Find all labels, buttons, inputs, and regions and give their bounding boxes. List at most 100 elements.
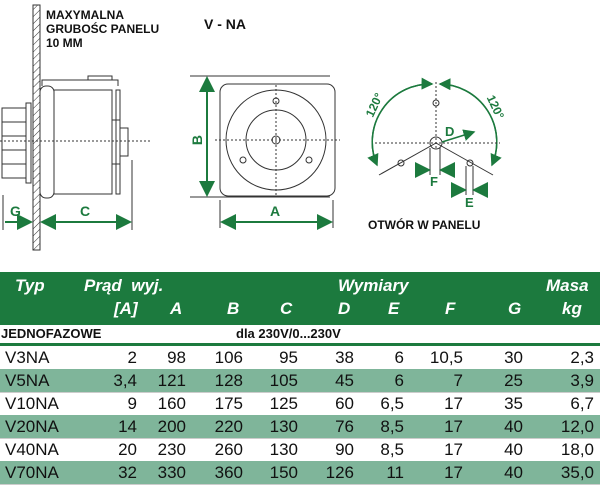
dim-label-g: G [10, 203, 21, 219]
cell-type: V40NA [5, 440, 59, 459]
cell-value: 35 [504, 394, 523, 413]
col-d: D [338, 299, 351, 318]
cell-value: 17 [444, 394, 463, 413]
cell-value: 90 [335, 440, 354, 459]
cell-value: 8,5 [380, 417, 404, 436]
col-kg: kg [562, 299, 582, 318]
cell-value: 2,3 [570, 348, 594, 367]
table-row: V3NA 2 98 106 95 38 6 10,5 30 2,3 [0, 346, 600, 370]
cell-value: 14 [118, 417, 137, 436]
cell-value: 38 [335, 348, 354, 367]
col-masa: Masa [546, 276, 589, 295]
cell-value: 10,5 [429, 348, 463, 367]
cell-value: 6,7 [570, 394, 594, 413]
cell-value: 30 [504, 348, 523, 367]
col-prad: Prąd wyj. [84, 276, 164, 295]
col-a: A [170, 299, 183, 318]
cell-value: 130 [269, 440, 298, 459]
cell-value: 7 [453, 371, 463, 390]
section-divider [0, 343, 600, 346]
cell-value: 60 [335, 394, 354, 413]
cell-value: 40 [504, 440, 523, 459]
dim-label-a: A [270, 203, 281, 219]
cell-value: 35,0 [560, 463, 594, 482]
col-c: C [280, 299, 293, 318]
col-f: F [445, 299, 456, 318]
table-row: V10NA 9 160 175 125 60 6,5 17 35 6,7 [0, 392, 600, 416]
section-label: JEDNOFAZOWE [1, 326, 102, 341]
table-row: V5NA 3,4 121 128 105 45 6 7 25 3,9 [0, 369, 600, 393]
cell-value: 150 [269, 463, 298, 482]
model-title: V - NA [204, 16, 246, 32]
panel-thickness-note: MAXYMALNA GRUBOŚC PANELU 10 MM [46, 8, 159, 50]
cell-type: V20NA [5, 417, 59, 436]
cell-value: 125 [269, 394, 298, 413]
table-header: Typ Prąd wyj. Wymiary Masa [A] A B C D E… [0, 272, 600, 325]
cell-value: 230 [157, 440, 186, 459]
col-typ: Typ [15, 276, 45, 295]
cell-value: 3,9 [570, 371, 594, 390]
cell-value: 260 [214, 440, 243, 459]
cell-value: 76 [335, 417, 354, 436]
col-e: E [388, 299, 400, 318]
cell-type: V3NA [5, 348, 50, 367]
table-row: V70NA 32 330 360 150 126 11 17 40 35,0 [0, 461, 600, 485]
cell-value: 330 [157, 463, 186, 482]
cell-value: 45 [335, 371, 354, 390]
cell-value: 17 [444, 440, 463, 459]
note-line: 10 MM [46, 36, 83, 50]
front-view [190, 75, 340, 230]
cell-value: 128 [214, 371, 243, 390]
dim-label-f: F [430, 174, 438, 189]
cell-type: V70NA [5, 463, 59, 482]
table-row: V20NA 14 200 220 130 76 8,5 17 40 12,0 [0, 415, 600, 439]
cell-value: 160 [157, 394, 186, 413]
cell-value: 106 [214, 348, 243, 367]
cell-value: 6 [394, 371, 404, 390]
dim-label-b: B [189, 134, 206, 146]
col-unit-a: [A] [114, 299, 138, 318]
cell-value: 25 [504, 371, 523, 390]
cell-type: V10NA [5, 394, 59, 413]
cell-value: 17 [444, 417, 463, 436]
note-line: GRUBOŚC PANELU [46, 22, 160, 36]
cell-value: 105 [269, 371, 298, 390]
hole-caption: OTWÓR W PANELU [368, 218, 481, 232]
section-voltage: dla 230V/0...230V [236, 326, 341, 341]
cell-value: 17 [444, 463, 463, 482]
cell-value: 11 [386, 463, 404, 482]
cell-value: 20 [118, 440, 137, 459]
cell-value: 130 [269, 417, 298, 436]
cell-value: 98 [167, 348, 186, 367]
cell-value: 200 [157, 417, 186, 436]
cell-value: 2 [127, 348, 137, 367]
cell-value: 8,5 [380, 440, 404, 459]
cell-value: 6 [394, 348, 404, 367]
cell-value: 121 [157, 371, 186, 390]
cell-value: 126 [325, 463, 354, 482]
col-wymiary: Wymiary [338, 276, 409, 295]
cell-value: 40 [504, 417, 523, 436]
cell-type: V5NA [5, 371, 50, 390]
cell-value: 3,4 [113, 371, 137, 390]
col-g: G [508, 299, 522, 318]
cell-value: 18,0 [560, 440, 594, 459]
note-line: MAXYMALNA [46, 8, 124, 22]
cell-value: 32 [118, 463, 137, 482]
cell-value: 9 [127, 394, 137, 413]
cell-value: 360 [214, 463, 243, 482]
cell-value: 6,5 [380, 394, 404, 413]
side-view [0, 4, 150, 251]
cell-value: 12,0 [560, 417, 594, 436]
table-row: V40NA 20 230 260 130 90 8,5 17 40 18,0 [0, 438, 600, 462]
cell-value: 40 [504, 463, 523, 482]
cell-value: 95 [279, 348, 298, 367]
panel-hole-view [367, 77, 502, 198]
dim-label-c: C [80, 203, 91, 219]
dim-label-e: E [465, 195, 474, 210]
cell-value: 175 [214, 394, 243, 413]
dim-label-d: D [445, 124, 455, 139]
cell-value: 220 [214, 417, 243, 436]
col-b: B [227, 299, 240, 318]
